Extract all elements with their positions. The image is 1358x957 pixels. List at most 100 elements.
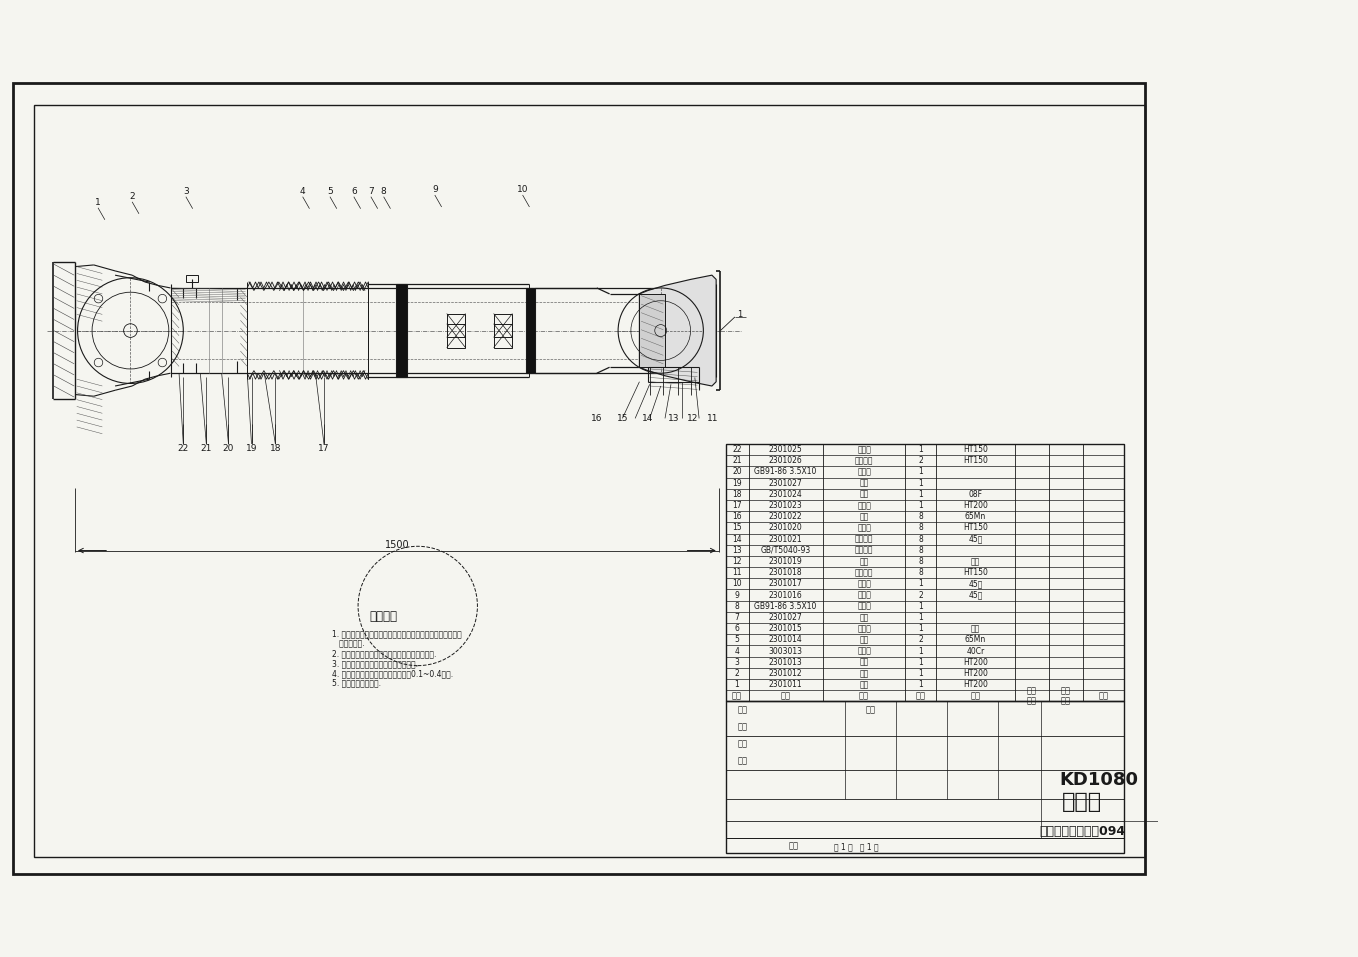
- Text: 备注: 备注: [1099, 691, 1108, 701]
- Text: 序号: 序号: [732, 691, 741, 701]
- Text: 单件
重量: 单件 重量: [1027, 686, 1036, 705]
- Text: 1: 1: [95, 198, 100, 208]
- Text: 2301026: 2301026: [769, 456, 803, 465]
- Text: 12: 12: [687, 413, 698, 423]
- Text: 材料: 材料: [971, 691, 980, 701]
- Text: 17: 17: [318, 444, 330, 453]
- Text: 16: 16: [591, 413, 603, 423]
- Text: 20: 20: [223, 444, 234, 453]
- Text: 15: 15: [732, 523, 741, 532]
- Text: 5: 5: [327, 188, 333, 196]
- Text: 未注表情度.: 未注表情度.: [333, 639, 365, 649]
- Text: 65Mn: 65Mn: [964, 635, 986, 644]
- Text: 3003013: 3003013: [769, 647, 803, 656]
- Text: 2301027: 2301027: [769, 478, 803, 488]
- Text: 2301018: 2301018: [769, 568, 803, 577]
- Text: 7: 7: [735, 613, 740, 622]
- Text: 14: 14: [732, 535, 741, 544]
- Text: 4. 管壁固定轴承时应留装载轴的间隙0.1~0.4毫米.: 4. 管壁固定轴承时应留装载轴的间隙0.1~0.4毫米.: [333, 669, 454, 679]
- Text: 1. 锻坯调质与其他零件不加工面应清理毛刺，参水处动毛刺，: 1. 锻坯调质与其他零件不加工面应清理毛刺，参水处动毛刺，: [333, 630, 462, 639]
- Text: 2301025: 2301025: [769, 445, 803, 454]
- Text: 8: 8: [918, 568, 923, 577]
- Text: 8: 8: [735, 602, 739, 611]
- Text: 18: 18: [270, 444, 281, 453]
- Text: 45钢: 45钢: [968, 579, 982, 589]
- Text: 2301027: 2301027: [769, 613, 803, 622]
- Text: 2301017: 2301017: [769, 579, 803, 589]
- Text: 15: 15: [617, 413, 629, 423]
- Text: 制图: 制图: [737, 705, 747, 715]
- Text: HT200: HT200: [963, 680, 987, 689]
- Text: 3: 3: [183, 188, 189, 196]
- Text: 13: 13: [732, 545, 741, 555]
- Bar: [493, 323, 512, 347]
- Text: 7: 7: [368, 188, 373, 196]
- Text: 40Cr: 40Cr: [966, 647, 985, 656]
- Bar: [493, 314, 512, 338]
- Text: 20: 20: [732, 467, 741, 477]
- Text: 工艺: 工艺: [789, 841, 799, 850]
- Text: 油封: 油封: [860, 490, 869, 499]
- Text: 叉轴: 叉轴: [860, 680, 869, 689]
- Text: 平衡片: 平衡片: [857, 590, 870, 600]
- Text: 2301015: 2301015: [769, 624, 803, 634]
- Text: 油封盖: 油封盖: [857, 501, 870, 510]
- Text: 油封: 油封: [860, 557, 869, 566]
- Text: 2301014: 2301014: [769, 635, 803, 644]
- Text: KD1080: KD1080: [1059, 771, 1139, 789]
- Bar: [397, 283, 406, 377]
- Text: 总计
重量: 总计 重量: [1061, 686, 1070, 705]
- Text: 19: 19: [246, 444, 257, 453]
- Text: 校核: 校核: [737, 723, 747, 731]
- Text: 橡胶: 橡胶: [971, 557, 980, 566]
- Text: 13: 13: [668, 413, 679, 423]
- Text: 11: 11: [732, 568, 741, 577]
- Text: 1: 1: [918, 613, 923, 622]
- Text: HT200: HT200: [963, 501, 987, 510]
- Text: 工艺: 工艺: [737, 757, 747, 766]
- Text: 滚针轴承: 滚针轴承: [854, 545, 873, 555]
- Text: HT200: HT200: [963, 669, 987, 678]
- Text: 11: 11: [708, 413, 718, 423]
- Text: 螺轴: 螺轴: [860, 478, 869, 488]
- Text: 6: 6: [350, 188, 357, 196]
- Text: 河南科技大学车辆094: 河南科技大学车辆094: [1039, 825, 1126, 837]
- Text: 19: 19: [732, 478, 741, 488]
- Text: 4: 4: [300, 188, 306, 196]
- Text: HT150: HT150: [963, 456, 987, 465]
- Bar: [447, 323, 466, 347]
- Text: 1: 1: [918, 445, 923, 454]
- Text: 传动轴: 传动轴: [1062, 792, 1103, 812]
- Text: 技术要求: 技术要求: [369, 610, 398, 623]
- Text: 1: 1: [918, 657, 923, 667]
- Text: 1500: 1500: [384, 540, 409, 549]
- Text: 1: 1: [918, 624, 923, 634]
- Text: 1: 1: [918, 490, 923, 499]
- Text: 6: 6: [735, 624, 740, 634]
- Text: 代号: 代号: [781, 691, 790, 701]
- Bar: [186, 276, 198, 282]
- Text: 2301024: 2301024: [769, 490, 803, 499]
- Text: 名称: 名称: [860, 691, 869, 701]
- Text: 08F: 08F: [968, 490, 982, 499]
- Text: HT200: HT200: [963, 657, 987, 667]
- Text: 2301011: 2301011: [769, 680, 803, 689]
- Text: 2301023: 2301023: [769, 501, 803, 510]
- Text: 1: 1: [918, 669, 923, 678]
- Text: 2: 2: [918, 456, 923, 465]
- Text: 8: 8: [918, 545, 923, 555]
- Text: 2: 2: [918, 635, 923, 644]
- Text: 油封挡圈: 油封挡圈: [854, 568, 873, 577]
- Text: 65Mn: 65Mn: [964, 512, 986, 522]
- Bar: [526, 288, 535, 373]
- Text: 14: 14: [642, 413, 653, 423]
- Text: 2301020: 2301020: [769, 523, 803, 532]
- Text: 2301022: 2301022: [769, 512, 803, 522]
- Text: GB91-86 3.5X10: GB91-86 3.5X10: [755, 467, 816, 477]
- Bar: [447, 314, 466, 338]
- Text: 2301013: 2301013: [769, 657, 803, 667]
- Text: 45钢: 45钢: [968, 590, 982, 600]
- Text: 12: 12: [732, 557, 741, 566]
- Text: 1: 1: [918, 579, 923, 589]
- Text: 挡圈: 挡圈: [860, 512, 869, 522]
